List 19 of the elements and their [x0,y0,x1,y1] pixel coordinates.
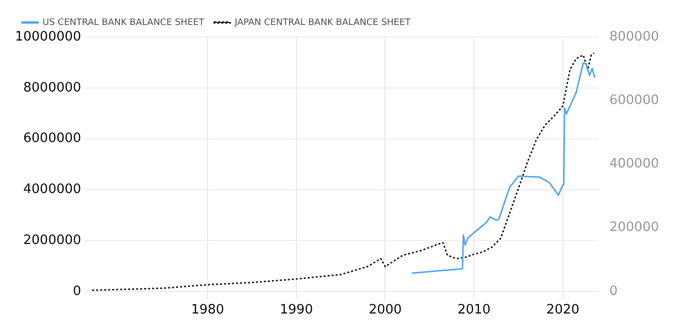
y-tick-label: 4000000 [23,182,82,198]
y-tick-label: 0 [72,284,82,299]
y2-tick-label: 600000 [609,92,660,108]
legend-label: JAPAN CENTRAL BANK BALANCE SHEET [234,18,412,28]
x-tick-label: 2020 [546,302,580,318]
line-series [92,52,595,292]
x-tick-label: 2000 [368,302,402,318]
x-tick-label: 1980 [191,302,224,318]
y2-tick-label: 0 [609,284,618,299]
y-tick-label: 10000000 [14,29,82,44]
y-tick-label: 8000000 [23,80,82,96]
y-tick-label: 6000000 [23,131,82,146]
y2-tick-label: 800000 [609,29,660,44]
y-tick-label: 2000000 [23,232,82,248]
y2-tick-label: 200000 [609,220,660,236]
x-tick-label: 2010 [457,302,491,318]
legend-label: US CENTRAL BANK BALANCE SHEET [42,18,205,28]
y2-tick-label: 400000 [609,156,660,172]
x-tick-label: 1990 [280,302,313,318]
